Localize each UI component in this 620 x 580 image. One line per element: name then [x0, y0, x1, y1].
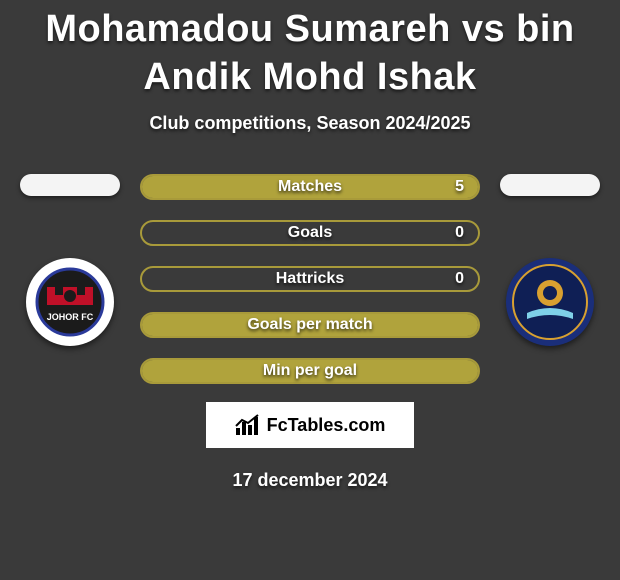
stat-row: Goals per match: [140, 312, 480, 338]
right-country-flag: [500, 174, 600, 196]
stat-label: Min per goal: [263, 362, 357, 380]
left-country-flag: [20, 174, 120, 196]
right-club-logo: [511, 263, 589, 341]
comparison-panel: JOHOR FC Matches 5 Goals 0 Hattricks 0 Goals p…: [0, 174, 620, 384]
stat-value: 0: [455, 270, 464, 288]
right-player-column: [500, 174, 600, 384]
page-root: Mohamadou Sumareh vs bin Andik Mohd Isha…: [0, 0, 620, 491]
stat-row: Min per goal: [140, 358, 480, 384]
left-club-badge: JOHOR FC: [26, 258, 114, 346]
page-title: Mohamadou Sumareh vs bin Andik Mohd Isha…: [0, 6, 620, 101]
stat-label: Matches: [278, 178, 342, 196]
stat-row: Matches 5: [140, 174, 480, 200]
stat-label: Hattricks: [276, 270, 344, 288]
watermark: FcTables.com: [206, 402, 414, 448]
stat-label: Goals: [288, 224, 332, 242]
stat-value: 0: [455, 224, 464, 242]
left-club-text: JOHOR FC: [47, 312, 94, 322]
chart-bars-icon: [235, 414, 261, 436]
stat-row: Hattricks 0: [140, 266, 480, 292]
page-subtitle: Club competitions, Season 2024/2025: [0, 113, 620, 134]
footer-date: 17 december 2024: [0, 470, 620, 491]
stats-list: Matches 5 Goals 0 Hattricks 0 Goals per match M…: [140, 174, 480, 384]
stat-value: 5: [455, 178, 464, 196]
watermark-text: FcTables.com: [267, 415, 386, 436]
stat-label: Goals per match: [247, 316, 372, 334]
stat-row: Goals 0: [140, 220, 480, 246]
right-club-badge: [506, 258, 594, 346]
left-club-logo: JOHOR FC: [35, 267, 105, 337]
left-player-column: JOHOR FC: [20, 174, 120, 384]
